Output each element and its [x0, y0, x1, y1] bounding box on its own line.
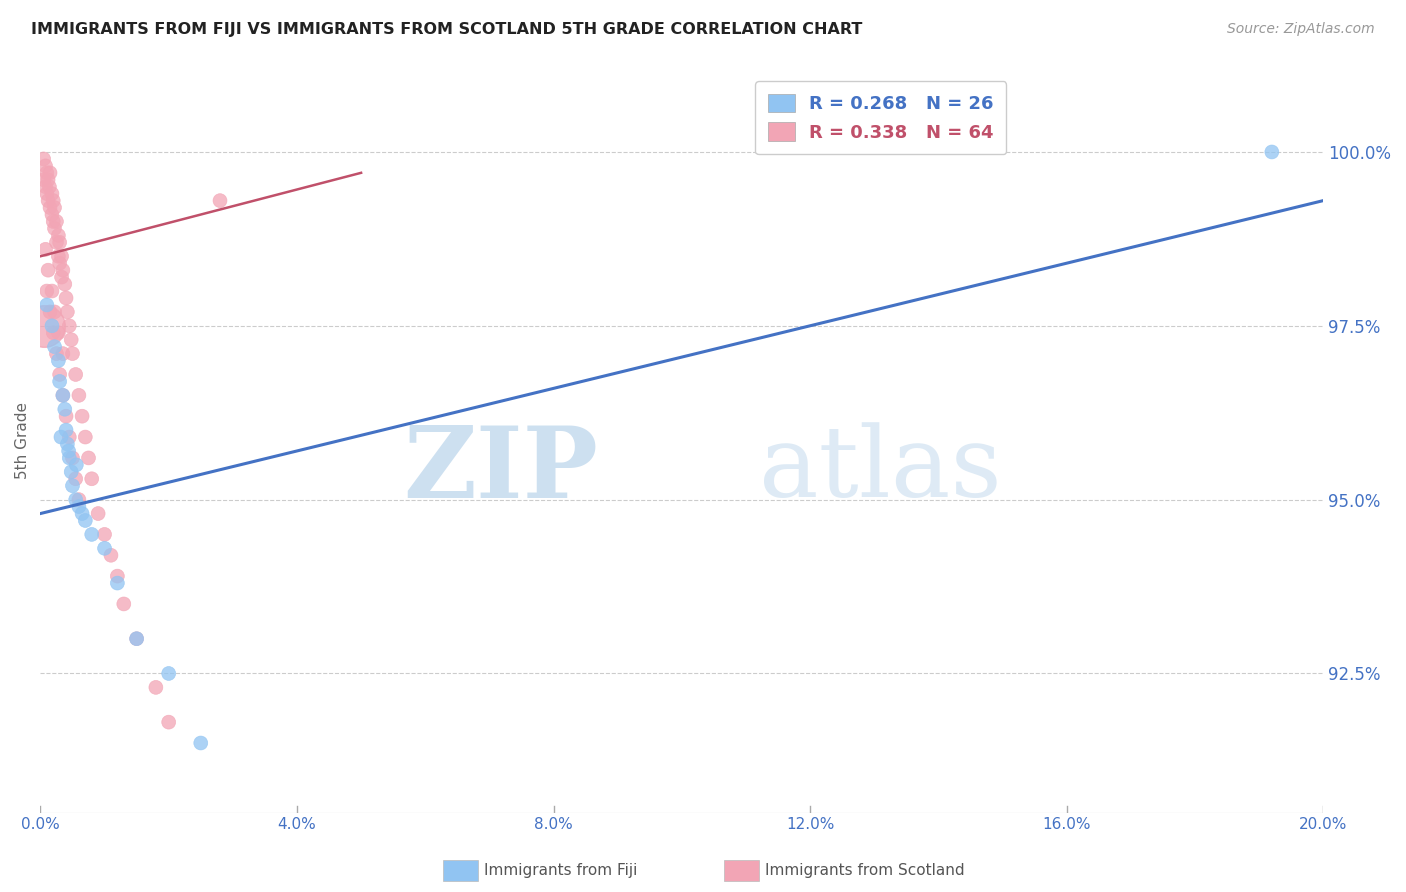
Point	[48, 256, 70, 270]
Point	[56, 437, 79, 451]
Text: Immigrants from Fiji: Immigrants from Fiji	[484, 863, 637, 878]
Point	[34, 159, 56, 173]
Point	[32, 318, 55, 333]
Point	[80, 472, 103, 486]
Point	[100, 548, 122, 562]
Point	[58, 450, 80, 465]
Point	[55, 409, 77, 424]
Point	[44, 340, 66, 354]
Y-axis label: 5th Grade: 5th Grade	[15, 402, 30, 479]
Point	[45, 235, 67, 250]
Point	[37, 263, 59, 277]
Point	[48, 235, 70, 250]
Point	[51, 249, 73, 263]
Point	[52, 346, 75, 360]
Point	[48, 353, 70, 368]
Point	[53, 402, 76, 417]
Point	[44, 201, 66, 215]
Point	[32, 152, 55, 166]
Point	[60, 333, 83, 347]
Point	[67, 492, 90, 507]
Point	[157, 666, 180, 681]
Text: Source: ZipAtlas.com: Source: ZipAtlas.com	[1227, 22, 1375, 37]
Point	[157, 715, 180, 730]
Point	[35, 284, 58, 298]
Point	[190, 736, 212, 750]
Point	[105, 576, 128, 591]
Text: IMMIGRANTS FROM FIJI VS IMMIGRANTS FROM SCOTLAND 5TH GRADE CORRELATION CHART: IMMIGRANTS FROM FIJI VS IMMIGRANTS FROM …	[31, 22, 862, 37]
Point	[112, 597, 135, 611]
Point	[65, 368, 87, 382]
Point	[58, 444, 80, 458]
Point	[44, 221, 66, 235]
Point	[65, 458, 87, 472]
Point	[125, 632, 148, 646]
Point	[60, 465, 83, 479]
Point	[37, 194, 59, 208]
Point	[49, 430, 72, 444]
Point	[93, 541, 115, 556]
Point	[62, 479, 84, 493]
Point	[1261, 145, 1284, 159]
Point	[52, 263, 75, 277]
Point	[55, 291, 77, 305]
Point	[62, 346, 84, 360]
Point	[62, 450, 84, 465]
Point	[32, 173, 55, 187]
Point	[52, 388, 75, 402]
Text: atlas: atlas	[759, 423, 1001, 518]
Point	[53, 277, 76, 291]
Point	[125, 632, 148, 646]
Point	[58, 318, 80, 333]
Point	[37, 173, 59, 187]
Point	[208, 194, 231, 208]
Point	[52, 388, 75, 402]
Point	[58, 430, 80, 444]
Point	[41, 208, 63, 222]
Point	[67, 500, 90, 514]
Point	[145, 681, 167, 695]
Legend: R = 0.268   N = 26, R = 0.338   N = 64: R = 0.268 N = 26, R = 0.338 N = 64	[755, 81, 1007, 154]
Point	[39, 166, 62, 180]
Point	[65, 472, 87, 486]
Point	[45, 214, 67, 228]
Point	[67, 388, 90, 402]
Point	[42, 194, 65, 208]
Point	[44, 305, 66, 319]
Point	[65, 492, 87, 507]
Point	[41, 318, 63, 333]
Point	[41, 284, 63, 298]
Point	[35, 166, 58, 180]
Point	[34, 242, 56, 256]
Point	[93, 527, 115, 541]
Point	[87, 507, 110, 521]
Point	[48, 368, 70, 382]
Point	[34, 179, 56, 194]
Point	[41, 186, 63, 201]
Point	[45, 346, 67, 360]
Text: Immigrants from Scotland: Immigrants from Scotland	[765, 863, 965, 878]
Point	[48, 326, 70, 340]
Point	[70, 409, 93, 424]
Point	[39, 201, 62, 215]
Point	[75, 430, 97, 444]
Point	[105, 569, 128, 583]
Point	[75, 514, 97, 528]
Point	[48, 228, 70, 243]
Point	[70, 507, 93, 521]
Point	[48, 375, 70, 389]
Point	[56, 305, 79, 319]
Point	[55, 423, 77, 437]
Point	[77, 450, 100, 465]
Point	[38, 179, 60, 194]
Text: ZIP: ZIP	[404, 422, 599, 519]
Point	[35, 186, 58, 201]
Point	[48, 249, 70, 263]
Point	[42, 326, 65, 340]
Point	[51, 270, 73, 285]
Point	[80, 527, 103, 541]
Point	[39, 305, 62, 319]
Point	[35, 298, 58, 312]
Point	[42, 214, 65, 228]
